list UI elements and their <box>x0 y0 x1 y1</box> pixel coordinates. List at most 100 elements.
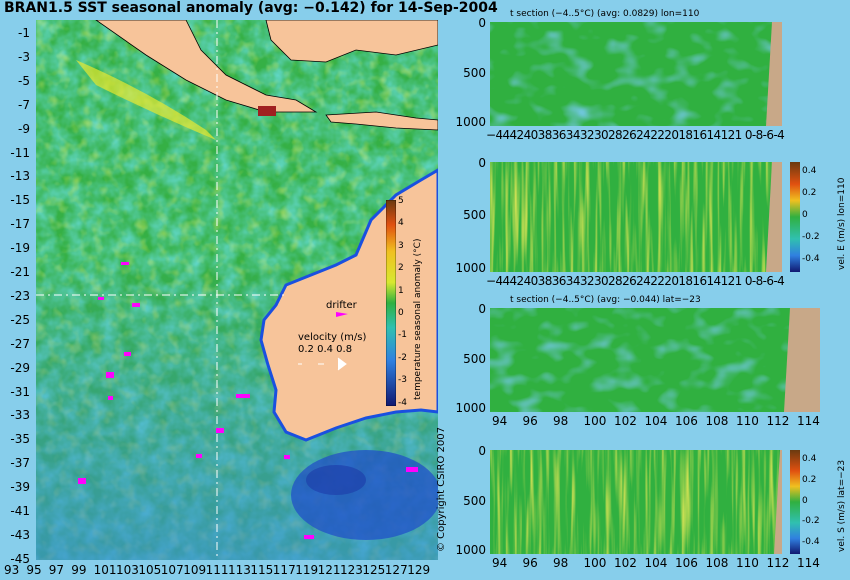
land-sumatra-java <box>95 20 318 113</box>
velocity-colorbar-tick: -0.4 <box>802 254 820 264</box>
land-borneo <box>265 20 438 63</box>
velocity-vector-samples <box>298 357 347 371</box>
section-panel-plot <box>490 22 782 126</box>
section-panel-plot <box>490 450 782 554</box>
velocity-colorbar-tick: -0.2 <box>802 232 820 242</box>
colorbar-tick-label: -4 <box>398 397 407 408</box>
panel-land-mask <box>774 450 782 554</box>
cold-anomaly <box>291 450 438 540</box>
velocity-colorbar <box>790 450 800 554</box>
colorbar-tick-label: -3 <box>398 375 407 386</box>
drifter-label: drifter <box>326 300 357 311</box>
lat-tick-label: -11 <box>10 145 30 160</box>
lon-tick-label: 95 <box>26 563 42 577</box>
lon-tick-label: 97 <box>48 563 65 577</box>
lon-tick-label: 123 <box>340 563 363 577</box>
depth-tick-label: 1000 <box>455 543 486 558</box>
lon-tick-label: 100 <box>583 414 607 428</box>
panel-land-mask <box>766 22 782 126</box>
depth-tick-label: 0 <box>478 302 486 316</box>
lon-tick-label: 121 <box>317 563 341 577</box>
lon-tick-label: 107 <box>160 563 184 577</box>
colorbar-label: temperature seasonal anomaly (°C) <box>413 238 423 400</box>
main-title: BRAN1.5 SST seasonal anomaly (avg: −0.14… <box>4 0 498 16</box>
depth-tick-label: 1000 <box>455 115 486 130</box>
panel-land-mask <box>766 162 782 272</box>
lon-tick-label: 119 <box>295 563 319 577</box>
lon-tick-label: 110 <box>736 556 759 570</box>
lon-tick-label: 102 <box>614 556 637 570</box>
section-panel-plot <box>490 162 782 272</box>
velocity-colorbar-tick: -0.4 <box>802 537 820 548</box>
lon-tick-label: 115 <box>250 563 274 577</box>
depth-tick-label: 0 <box>478 444 486 458</box>
lon-tick-label: 103 <box>116 563 139 577</box>
lat-tick-label: -39 <box>10 480 30 495</box>
lon-tick-label: 94 <box>492 556 508 570</box>
lon-tick-label: 105 <box>138 563 162 577</box>
panel-side-label: vel. S (m/s) lat=−23 <box>837 459 847 552</box>
drifter-markers <box>78 262 418 539</box>
lon-tick-label: 98 <box>553 414 569 428</box>
lat-tick-label: -1 <box>18 26 30 40</box>
lat-tick-label: -3 <box>18 49 30 64</box>
lat-tick-label: -27 <box>10 336 30 351</box>
lon-tick-label: 112 <box>766 556 790 570</box>
velocity-colorbar-tick: 0.2 <box>802 188 817 198</box>
lon-tick-label: 93 <box>4 563 20 577</box>
lat-tick-label: -37 <box>10 456 30 471</box>
lon-tick-label: 110 <box>736 414 759 428</box>
lon-tick-label: 127 <box>384 563 408 577</box>
velocity-scale: 0.2 0.4 0.8 <box>298 344 353 355</box>
lon-tick-label: 108 <box>705 556 729 570</box>
lat-tick-label: -17 <box>10 217 30 232</box>
lon-tick-label: 102 <box>614 414 637 428</box>
lon-tick-label: 129 <box>407 563 431 577</box>
lat-tick-label: -13 <box>10 169 30 184</box>
lon-tick-label: 117 <box>272 563 296 577</box>
lon-tick-label: 114 <box>797 556 820 570</box>
velocity-colorbar-tick: 0 <box>802 495 808 506</box>
lat-tick-label: -31 <box>10 384 30 399</box>
longitude-axis: 93 95 97 99 101 103 105 107 109 111 113 115 117 119 12… <box>0 563 440 579</box>
velocity-label: velocity (m/s) <box>298 332 367 343</box>
warm-streak <box>76 60 216 140</box>
depth-tick-label: 500 <box>463 493 486 508</box>
lon-tick-label: 113 <box>228 563 251 577</box>
lat-tick-labels: −44424038363432302826242220181614121 0-8… <box>486 274 785 288</box>
lat-tick-label: -43 <box>10 527 30 542</box>
depth-tick-label: 500 <box>463 351 486 366</box>
colorbar-tick-label: 5 <box>398 196 404 206</box>
lat-tick-label: -35 <box>10 432 30 447</box>
lon-tick-label: 114 <box>797 414 820 428</box>
lat-tick-label: -7 <box>18 97 30 112</box>
velocity-colorbar-tick: 0 <box>802 210 808 220</box>
depth-tick-label: 1000 <box>455 401 486 416</box>
lat-tick-label: -15 <box>10 193 30 208</box>
panel-title: t section (−4..5°C) (avg: 0.0829) lon=11… <box>510 9 700 19</box>
lon-tick-label: 125 <box>362 563 386 577</box>
colorbar-tick-label: 3 <box>398 240 404 251</box>
lon-tick-label: 96 <box>522 414 538 428</box>
lon-tick-label: 106 <box>675 414 698 428</box>
depth-tick-label: 0 <box>478 16 486 30</box>
panel-side-label: vel. E (m/s) lon=110 <box>837 177 847 270</box>
lat-tick-label: -33 <box>10 408 30 423</box>
colorbar-tick-label: 2 <box>398 263 404 274</box>
colorbar-tick-label: -2 <box>398 352 407 363</box>
velocity-colorbar-tick: 0.4 <box>802 454 817 464</box>
lon-tick-label: 100 <box>583 556 607 570</box>
land-lesser-sunda <box>325 111 438 131</box>
lat-tick-label: -5 <box>18 73 30 88</box>
sst-map <box>36 20 438 560</box>
depth-tick-label: 500 <box>463 65 486 80</box>
lon-tick-label: 101 <box>93 563 117 577</box>
panel-land-mask <box>784 308 820 412</box>
depth-tick-label: 0 <box>478 156 486 170</box>
colorbar-tick-label: 0 <box>398 308 404 318</box>
colorbar-tick-label: -1 <box>398 330 407 341</box>
lat-tick-label: -45 <box>10 551 30 566</box>
copyright-text: © Copyright CSIRO 2007 <box>436 427 447 552</box>
lat-tick-label: -25 <box>10 312 30 327</box>
depth-tick-label: 500 <box>463 208 486 223</box>
